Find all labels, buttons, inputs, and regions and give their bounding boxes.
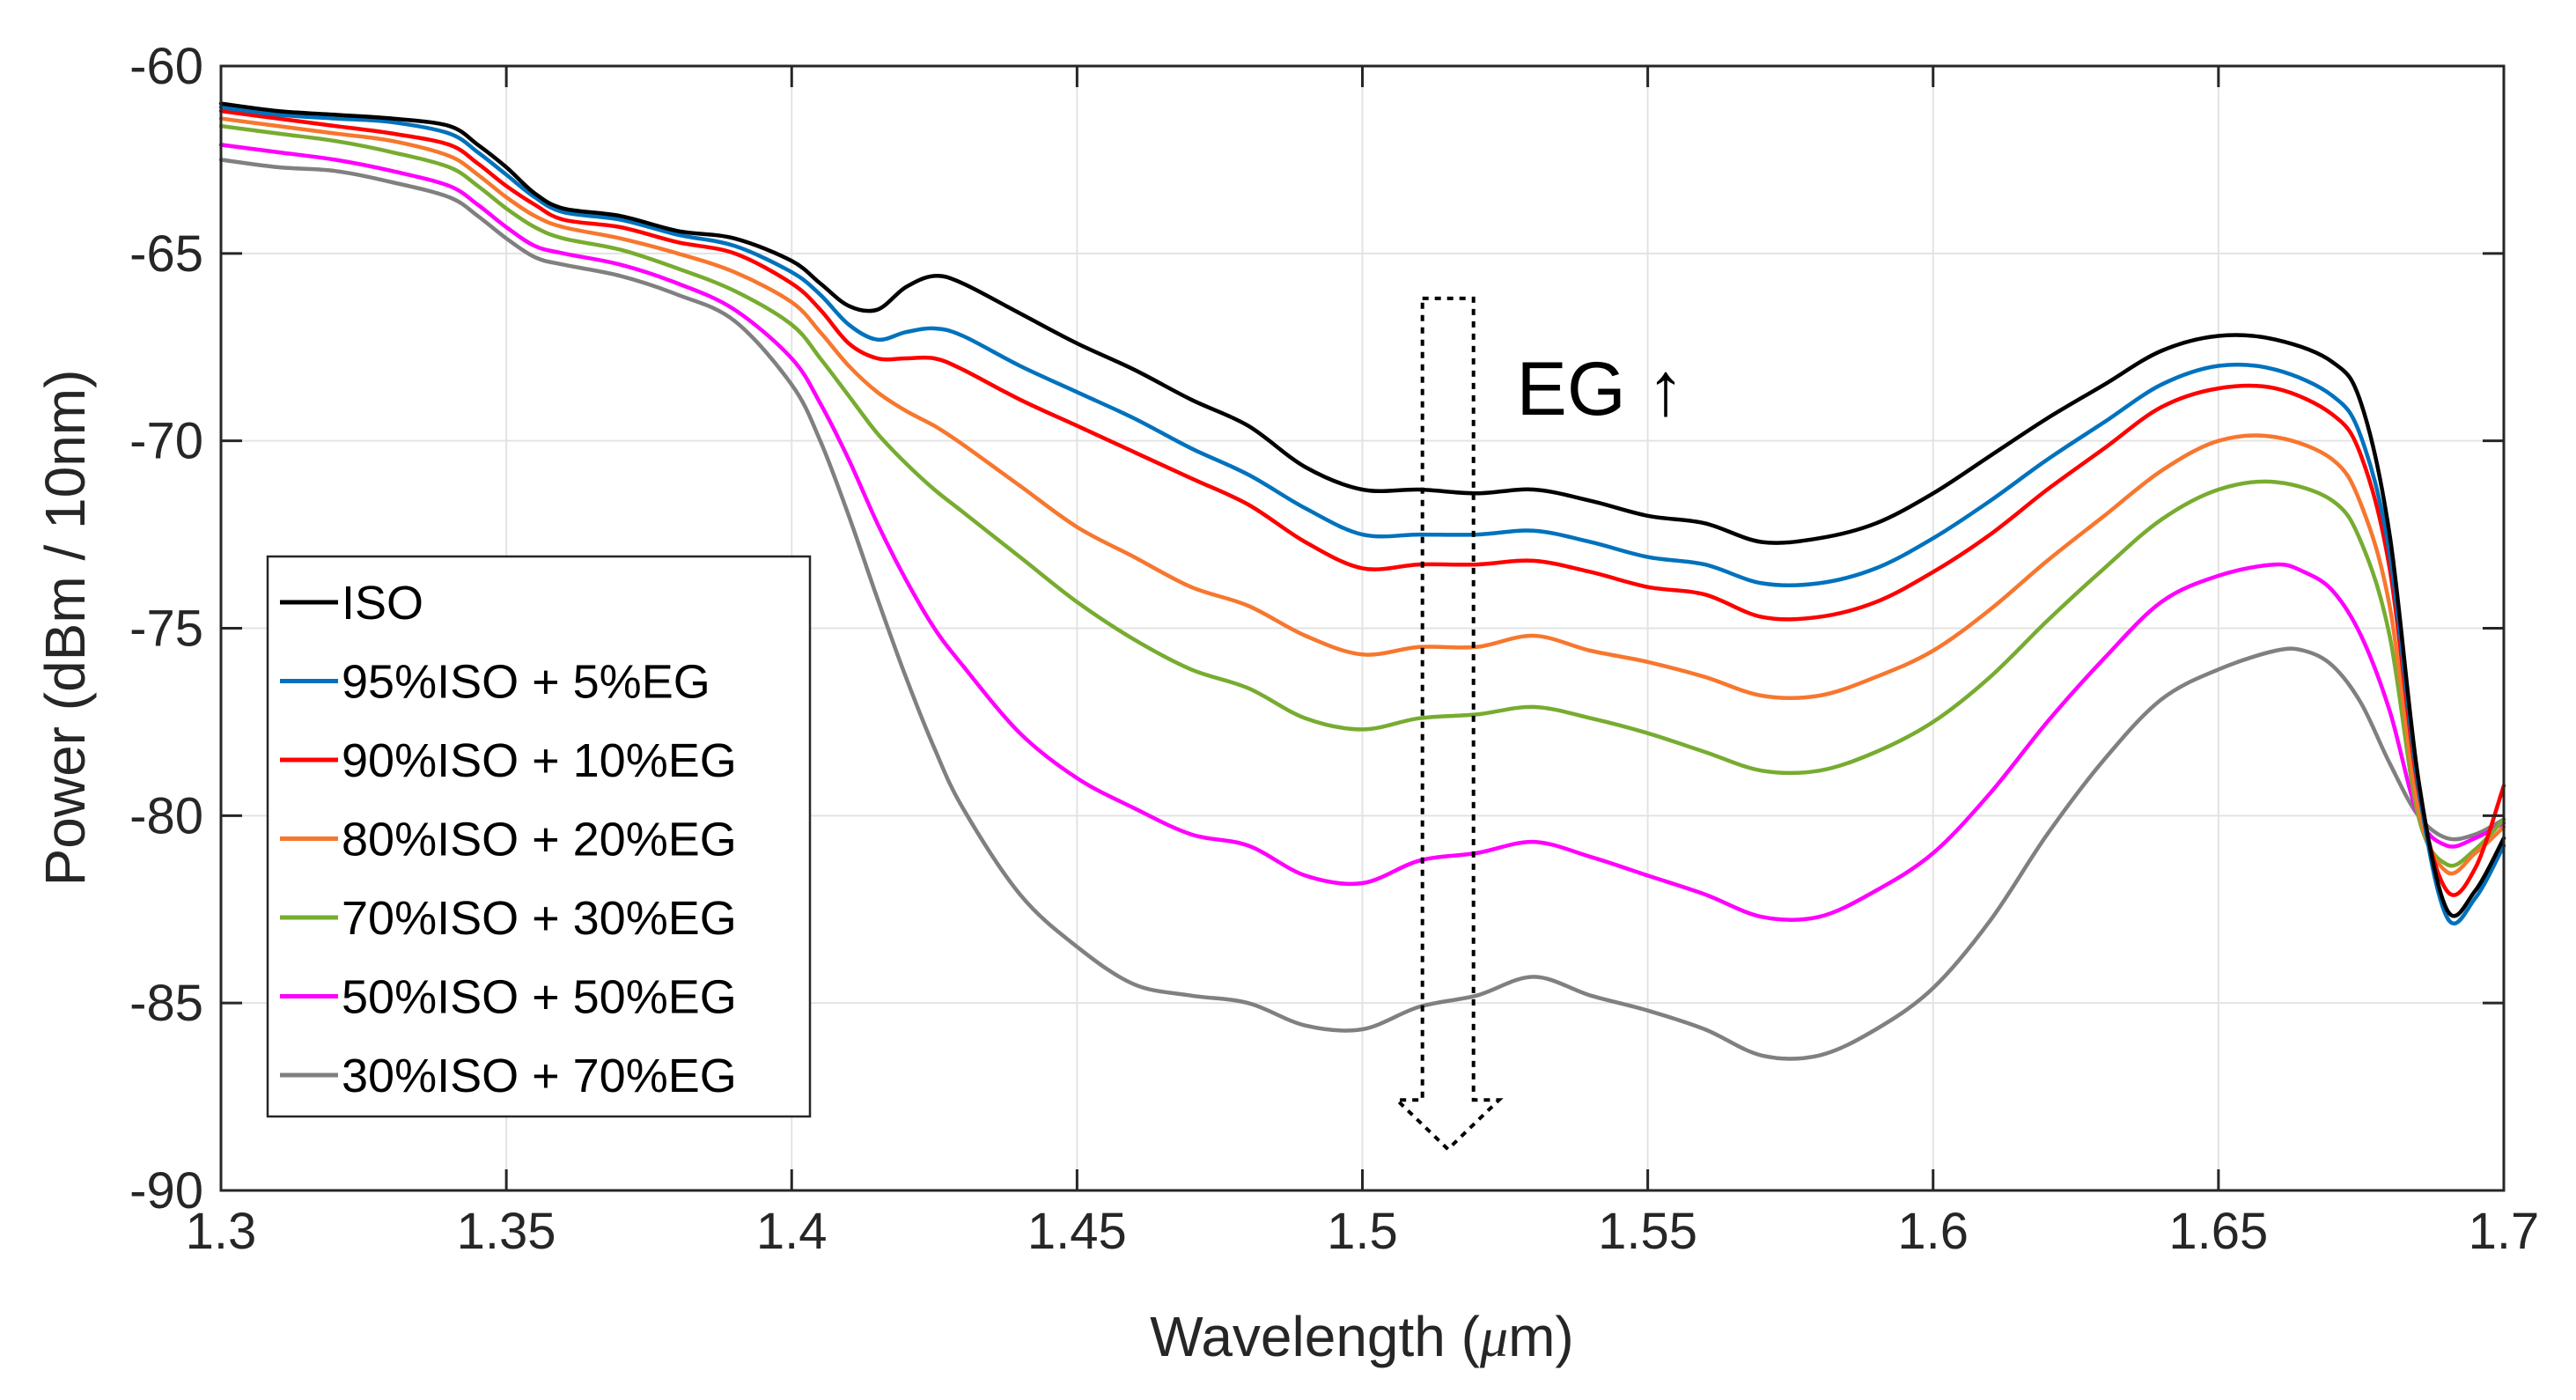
grid (221, 66, 2504, 1190)
annotation: EG ↑ (1392, 296, 1685, 1152)
x-tick-label: 1.5 (1327, 1203, 1398, 1260)
y-tick-label: -70 (129, 413, 203, 470)
y-tick-label: -90 (129, 1162, 203, 1219)
axis-ticks: 1.3 1.35 1.4 1.45 1.5 1.55 1.6 1.65 1.7 -60 -65 -70… (129, 38, 2539, 1260)
series-line (218, 105, 2506, 925)
y-tick-label: -85 (129, 975, 203, 1032)
y-tick-label: -65 (129, 225, 203, 283)
legend-label: 90%ISO + 10%EG (342, 734, 737, 787)
x-tick-label: 1.6 (1897, 1203, 1969, 1260)
y-tick-label: -80 (129, 787, 203, 844)
x-axis-title-main: Wavelength ( (1150, 1305, 1480, 1368)
x-tick-label: 1.4 (756, 1203, 828, 1260)
legend-box (266, 555, 812, 1118)
y-tick-label: -60 (129, 38, 203, 95)
eg-annotation-label: EG ↑ (1517, 347, 1685, 431)
series-line (218, 101, 2506, 918)
x-tick-label: 1.45 (1027, 1203, 1127, 1260)
legend: ISO 95%ISO + 5%EG 90%ISO + 10%EG 80%ISO + 2… (266, 555, 812, 1118)
x-tick-label: 1.3 (186, 1203, 257, 1260)
x-tick-label: 1.55 (1598, 1203, 1697, 1260)
legend-label: 80%ISO + 20%EG (342, 814, 737, 866)
legend-label: 30%ISO + 70%EG (342, 1050, 737, 1102)
series-line (218, 123, 2506, 868)
eg-increase-arrow (1392, 296, 1504, 1152)
legend-items: ISO 95%ISO + 5%EG 90%ISO + 10%EG 80%ISO + 2… (280, 577, 737, 1102)
y-axis-title: Power (dBm / 10nm) (33, 370, 97, 887)
series-line (218, 158, 2506, 1061)
x-axis-title-unit: m) (1508, 1305, 1574, 1368)
legend-label: 50%ISO + 50%EG (342, 971, 737, 1024)
x-tick-label: 1.7 (2469, 1203, 2540, 1260)
series-line (218, 116, 2506, 876)
legend-label: 70%ISO + 30%EG (342, 892, 737, 945)
x-axis-title: Wavelength (μm) (1150, 1305, 1573, 1368)
x-tick-label: 1.65 (2168, 1203, 2268, 1260)
legend-label: ISO (342, 577, 423, 630)
series-lines (218, 101, 2506, 1061)
legend-label: 95%ISO + 5%EG (342, 656, 710, 709)
x-axis-title-symbol: μ (1479, 1306, 1508, 1368)
x-tick-label: 1.35 (457, 1203, 556, 1260)
y-tick-label: -75 (129, 601, 203, 658)
series-line (218, 108, 2506, 897)
series-line (218, 143, 2506, 922)
